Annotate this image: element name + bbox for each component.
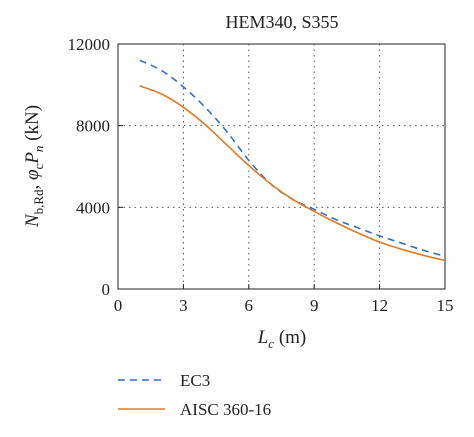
x-tick-label: 6 [245, 296, 254, 315]
x-axis-label-unit: (m) [274, 327, 306, 348]
legend-label-ec3: EC3 [180, 371, 210, 390]
series-line-aisc-360-16 [139, 85, 446, 262]
x-tick-label: 15 [437, 296, 454, 315]
legend-label-aisc: AISC 360-16 [180, 400, 271, 419]
ticks: 0 3 6 9 12 15 0 4000 8000 12000 [68, 35, 454, 315]
legend: EC3 AISC 360-16 [118, 371, 271, 419]
y-axis-label: Nb,Rd, φcPn (kN) [22, 105, 46, 228]
x-tick-label: 12 [371, 296, 388, 315]
x-tick-label: 3 [179, 296, 188, 315]
series-layer [139, 59, 446, 262]
x-axis-label-symbol: L [257, 327, 269, 348]
x-tick-label: 0 [114, 296, 123, 315]
x-axis-label: Lc (m) [257, 327, 307, 351]
y-tick-label: 8000 [76, 117, 110, 136]
plot-area [117, 43, 446, 290]
y-tick-label: 0 [102, 280, 111, 299]
y-tick-label: 4000 [76, 198, 110, 217]
x-axis-label-subscript: c [268, 336, 274, 351]
chart-title: HEM340, S355 [225, 12, 338, 32]
x-tick-label: 9 [310, 296, 319, 315]
y-tick-label: 12000 [68, 35, 111, 54]
